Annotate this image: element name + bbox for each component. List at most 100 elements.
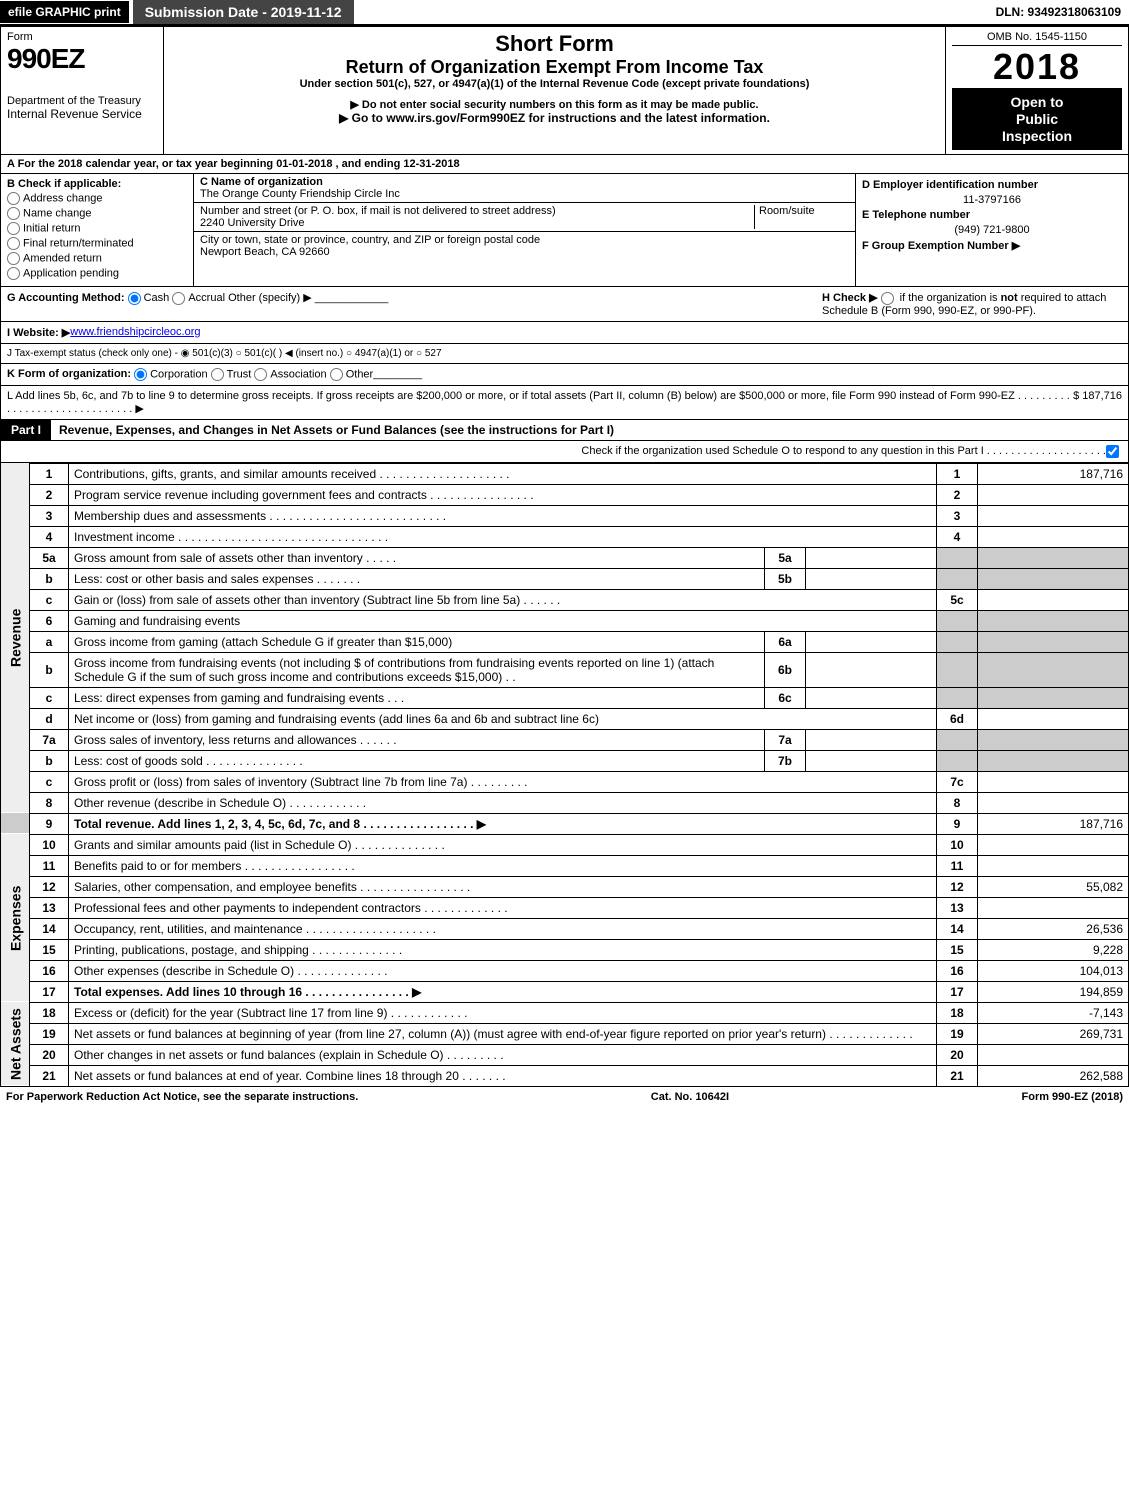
l7b-desc: Less: cost of goods sold . . . . . . . .…: [69, 750, 765, 771]
l8-desc: Other revenue (describe in Schedule O) .…: [69, 792, 937, 813]
l12-amt: 55,082: [978, 876, 1129, 897]
form-number: 990EZ: [7, 43, 157, 75]
l19-rn: 19: [937, 1023, 978, 1044]
open-inspection-box: Open to Public Inspection: [952, 88, 1122, 150]
chk-amended-return[interactable]: Amended return: [7, 252, 187, 265]
part1-check-note: Check if the organization used Schedule …: [581, 445, 1106, 458]
l13-no: 13: [30, 897, 69, 918]
footer-paperwork: For Paperwork Reduction Act Notice, see …: [6, 1091, 358, 1103]
part1-badge: Part I: [1, 420, 51, 440]
l18-rn: 18: [937, 1002, 978, 1023]
l7b-no: b: [30, 750, 69, 771]
l5a-box: 5a: [765, 547, 806, 568]
c-addr-label: Number and street (or P. O. box, if mail…: [200, 205, 556, 217]
k-corporation[interactable]: Corporation: [134, 368, 207, 381]
k-other[interactable]: Other: [330, 368, 374, 381]
title-code: Under section 501(c), 527, or 4947(a)(1)…: [170, 78, 939, 90]
l15-amt: 9,228: [978, 939, 1129, 960]
l7b-bval: [806, 750, 937, 771]
h-check-label: H Check ▶: [822, 292, 878, 304]
chk-name-change[interactable]: Name change: [7, 207, 187, 220]
l6b-desc: Gross income from fundraising events (no…: [69, 652, 765, 687]
row-a-calendar-year: A For the 2018 calendar year, or tax yea…: [0, 155, 1129, 174]
l5c-no: c: [30, 589, 69, 610]
l9-desc: Total revenue. Add lines 1, 2, 3, 4, 5c,…: [69, 813, 937, 834]
chk-application-pending[interactable]: Application pending: [7, 267, 187, 280]
k-association[interactable]: Association: [254, 368, 326, 381]
row-g-h: G Accounting Method: Cash Accrual Other …: [0, 287, 1129, 322]
l19-no: 19: [30, 1023, 69, 1044]
part1-header: Part I Revenue, Expenses, and Changes in…: [0, 420, 1129, 441]
l2-desc: Program service revenue including govern…: [69, 484, 937, 505]
section-b-title: B Check if applicable:: [7, 178, 187, 190]
l5c-desc: Gain or (loss) from sale of assets other…: [69, 589, 937, 610]
l17-no: 17: [30, 981, 69, 1002]
l6d-amt: [978, 708, 1129, 729]
l20-no: 20: [30, 1044, 69, 1065]
l6a-bval: [806, 631, 937, 652]
l9-no: 9: [30, 813, 69, 834]
l19-amt: 269,731: [978, 1023, 1129, 1044]
entity-info-grid: B Check if applicable: Address change Na…: [0, 174, 1129, 287]
l6a-desc: Gross income from gaming (attach Schedul…: [69, 631, 765, 652]
l6d-no: d: [30, 708, 69, 729]
l13-desc: Professional fees and other payments to …: [69, 897, 937, 918]
l21-no: 21: [30, 1065, 69, 1086]
part1-line-table: Revenue 1 Contributions, gifts, grants, …: [0, 463, 1129, 1087]
l20-desc: Other changes in net assets or fund bala…: [69, 1044, 937, 1065]
title-goto-link[interactable]: ▶ Go to www.irs.gov/Form990EZ for instru…: [170, 111, 939, 125]
l2-rn: 2: [937, 484, 978, 505]
l17-amt: 194,859: [978, 981, 1129, 1002]
l10-rn: 10: [937, 834, 978, 855]
l6a-no: a: [30, 631, 69, 652]
website-link[interactable]: www.friendshipcircleoc.org: [70, 326, 200, 339]
l16-amt: 104,013: [978, 960, 1129, 981]
c-city-label: City or town, state or province, country…: [200, 234, 849, 246]
l9-rn: 9: [937, 813, 978, 834]
l14-desc: Occupancy, rent, utilities, and maintena…: [69, 918, 937, 939]
title-return: Return of Organization Exempt From Incom…: [170, 57, 939, 78]
g-accrual[interactable]: Accrual: [172, 292, 225, 304]
tax-year: 2018: [952, 46, 1122, 88]
l7c-no: c: [30, 771, 69, 792]
chk-final-return[interactable]: Final return/terminated: [7, 237, 187, 250]
l13-rn: 13: [937, 897, 978, 918]
g-cash[interactable]: Cash: [128, 292, 170, 304]
l6c-box: 6c: [765, 687, 806, 708]
part1-schedule-o-checkbox[interactable]: [1106, 445, 1119, 458]
l10-desc: Grants and similar amounts paid (list in…: [69, 834, 937, 855]
c-name-label: C Name of organization: [200, 176, 849, 188]
g-label: G Accounting Method:: [7, 292, 125, 304]
l7c-rn: 7c: [937, 771, 978, 792]
l1-desc: Contributions, gifts, grants, and simila…: [69, 463, 937, 484]
title-cell: Short Form Return of Organization Exempt…: [164, 27, 946, 155]
h-checkbox[interactable]: [881, 292, 894, 305]
l5a-shade2: [978, 547, 1129, 568]
l5b-no: b: [30, 568, 69, 589]
l6a-box: 6a: [765, 631, 806, 652]
l6-desc: Gaming and fundraising events: [69, 610, 937, 631]
part1-check-row: Check if the organization used Schedule …: [0, 441, 1129, 463]
l-text: L Add lines 5b, 6c, and 7b to line 9 to …: [7, 390, 1073, 415]
form-id-cell: Form 990EZ Department of the Treasury In…: [1, 27, 164, 155]
form-page: efile GRAPHIC print Submission Date - 20…: [0, 0, 1129, 1107]
l6c-bval: [806, 687, 937, 708]
l21-desc: Net assets or fund balances at end of ye…: [69, 1065, 937, 1086]
org-city: Newport Beach, CA 92660: [200, 246, 849, 258]
l20-rn: 20: [937, 1044, 978, 1065]
l17-desc: Total expenses. Add lines 10 through 16 …: [69, 981, 937, 1002]
l16-no: 16: [30, 960, 69, 981]
omb-number: OMB No. 1545-1150: [952, 31, 1122, 46]
l7a-desc: Gross sales of inventory, less returns a…: [69, 729, 765, 750]
k-trust[interactable]: Trust: [211, 368, 252, 381]
l15-rn: 15: [937, 939, 978, 960]
chk-address-change[interactable]: Address change: [7, 192, 187, 205]
l8-amt: [978, 792, 1129, 813]
l1-rn: 1: [937, 463, 978, 484]
chk-initial-return[interactable]: Initial return: [7, 222, 187, 235]
e-phone-label: E Telephone number: [862, 209, 1122, 221]
l16-rn: 16: [937, 960, 978, 981]
efile-badge[interactable]: efile GRAPHIC print: [0, 1, 129, 23]
d-ein-value: 11-3797166: [862, 194, 1122, 206]
l6d-rn: 6d: [937, 708, 978, 729]
